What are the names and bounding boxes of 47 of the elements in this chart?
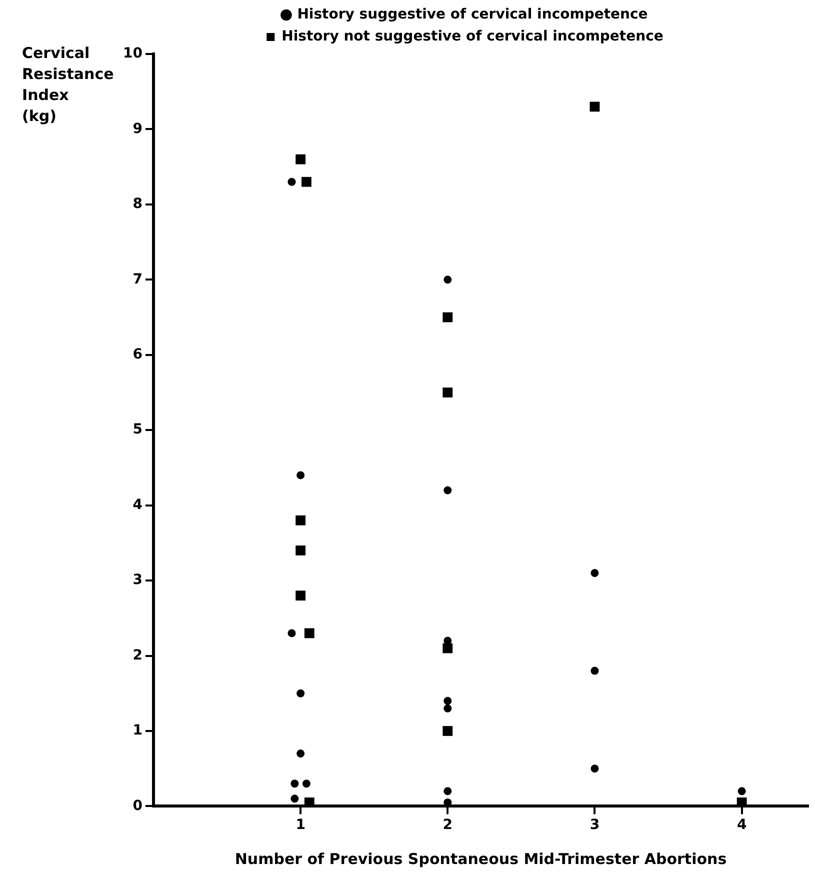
- point: [302, 780, 310, 788]
- point: [296, 750, 305, 758]
- y-tick-label: 2: [132, 647, 142, 664]
- y-tick-label: 10: [123, 46, 143, 62]
- point: [590, 666, 599, 675]
- point: [442, 388, 453, 398]
- point: [302, 176, 312, 187]
- point: [444, 696, 452, 705]
- point: [444, 704, 452, 712]
- x-tick-label: 3: [590, 817, 600, 834]
- point: [296, 515, 306, 526]
- point: [290, 780, 299, 788]
- y-tick-label: 5: [132, 422, 142, 438]
- point: [590, 764, 599, 773]
- y-tick-label: 1: [132, 722, 142, 739]
- y-tick-label: 7: [132, 271, 142, 288]
- point: [444, 276, 452, 284]
- y-tick-label: 6: [132, 346, 142, 363]
- point: [444, 486, 452, 494]
- point: [304, 628, 314, 638]
- point: [442, 312, 453, 322]
- point: [296, 154, 306, 164]
- x-tick-label: 1: [296, 817, 306, 834]
- legend-label: History not suggestive of cervical incompetence: [282, 28, 664, 45]
- point: [290, 794, 299, 803]
- point: [442, 643, 453, 654]
- y-tick-label: 9: [132, 120, 142, 137]
- x-axis-title: Number of Previous Spontaneous Mid-Trimester Abortions: [234, 850, 727, 868]
- point: [590, 102, 600, 112]
- y-axis-title: Cervical Resistance Index (kg): [22, 44, 114, 125]
- point: [738, 787, 746, 796]
- point: [296, 546, 306, 556]
- point: [590, 569, 599, 578]
- y-tick-label: 3: [132, 572, 142, 588]
- point: [296, 590, 306, 601]
- legend-label: History suggestive of cervical incompetence: [297, 6, 648, 23]
- point: [288, 178, 296, 186]
- point: [288, 629, 296, 638]
- x-tick-label: 4: [736, 817, 747, 834]
- point: [442, 726, 453, 736]
- y-tick-label: 4: [132, 496, 143, 513]
- y-tick-label: 0: [132, 798, 143, 814]
- y-tick-label: 8: [132, 196, 142, 212]
- point: [296, 689, 305, 698]
- point: [444, 787, 452, 796]
- point: [296, 471, 305, 480]
- x-tick-label: 2: [442, 817, 453, 834]
